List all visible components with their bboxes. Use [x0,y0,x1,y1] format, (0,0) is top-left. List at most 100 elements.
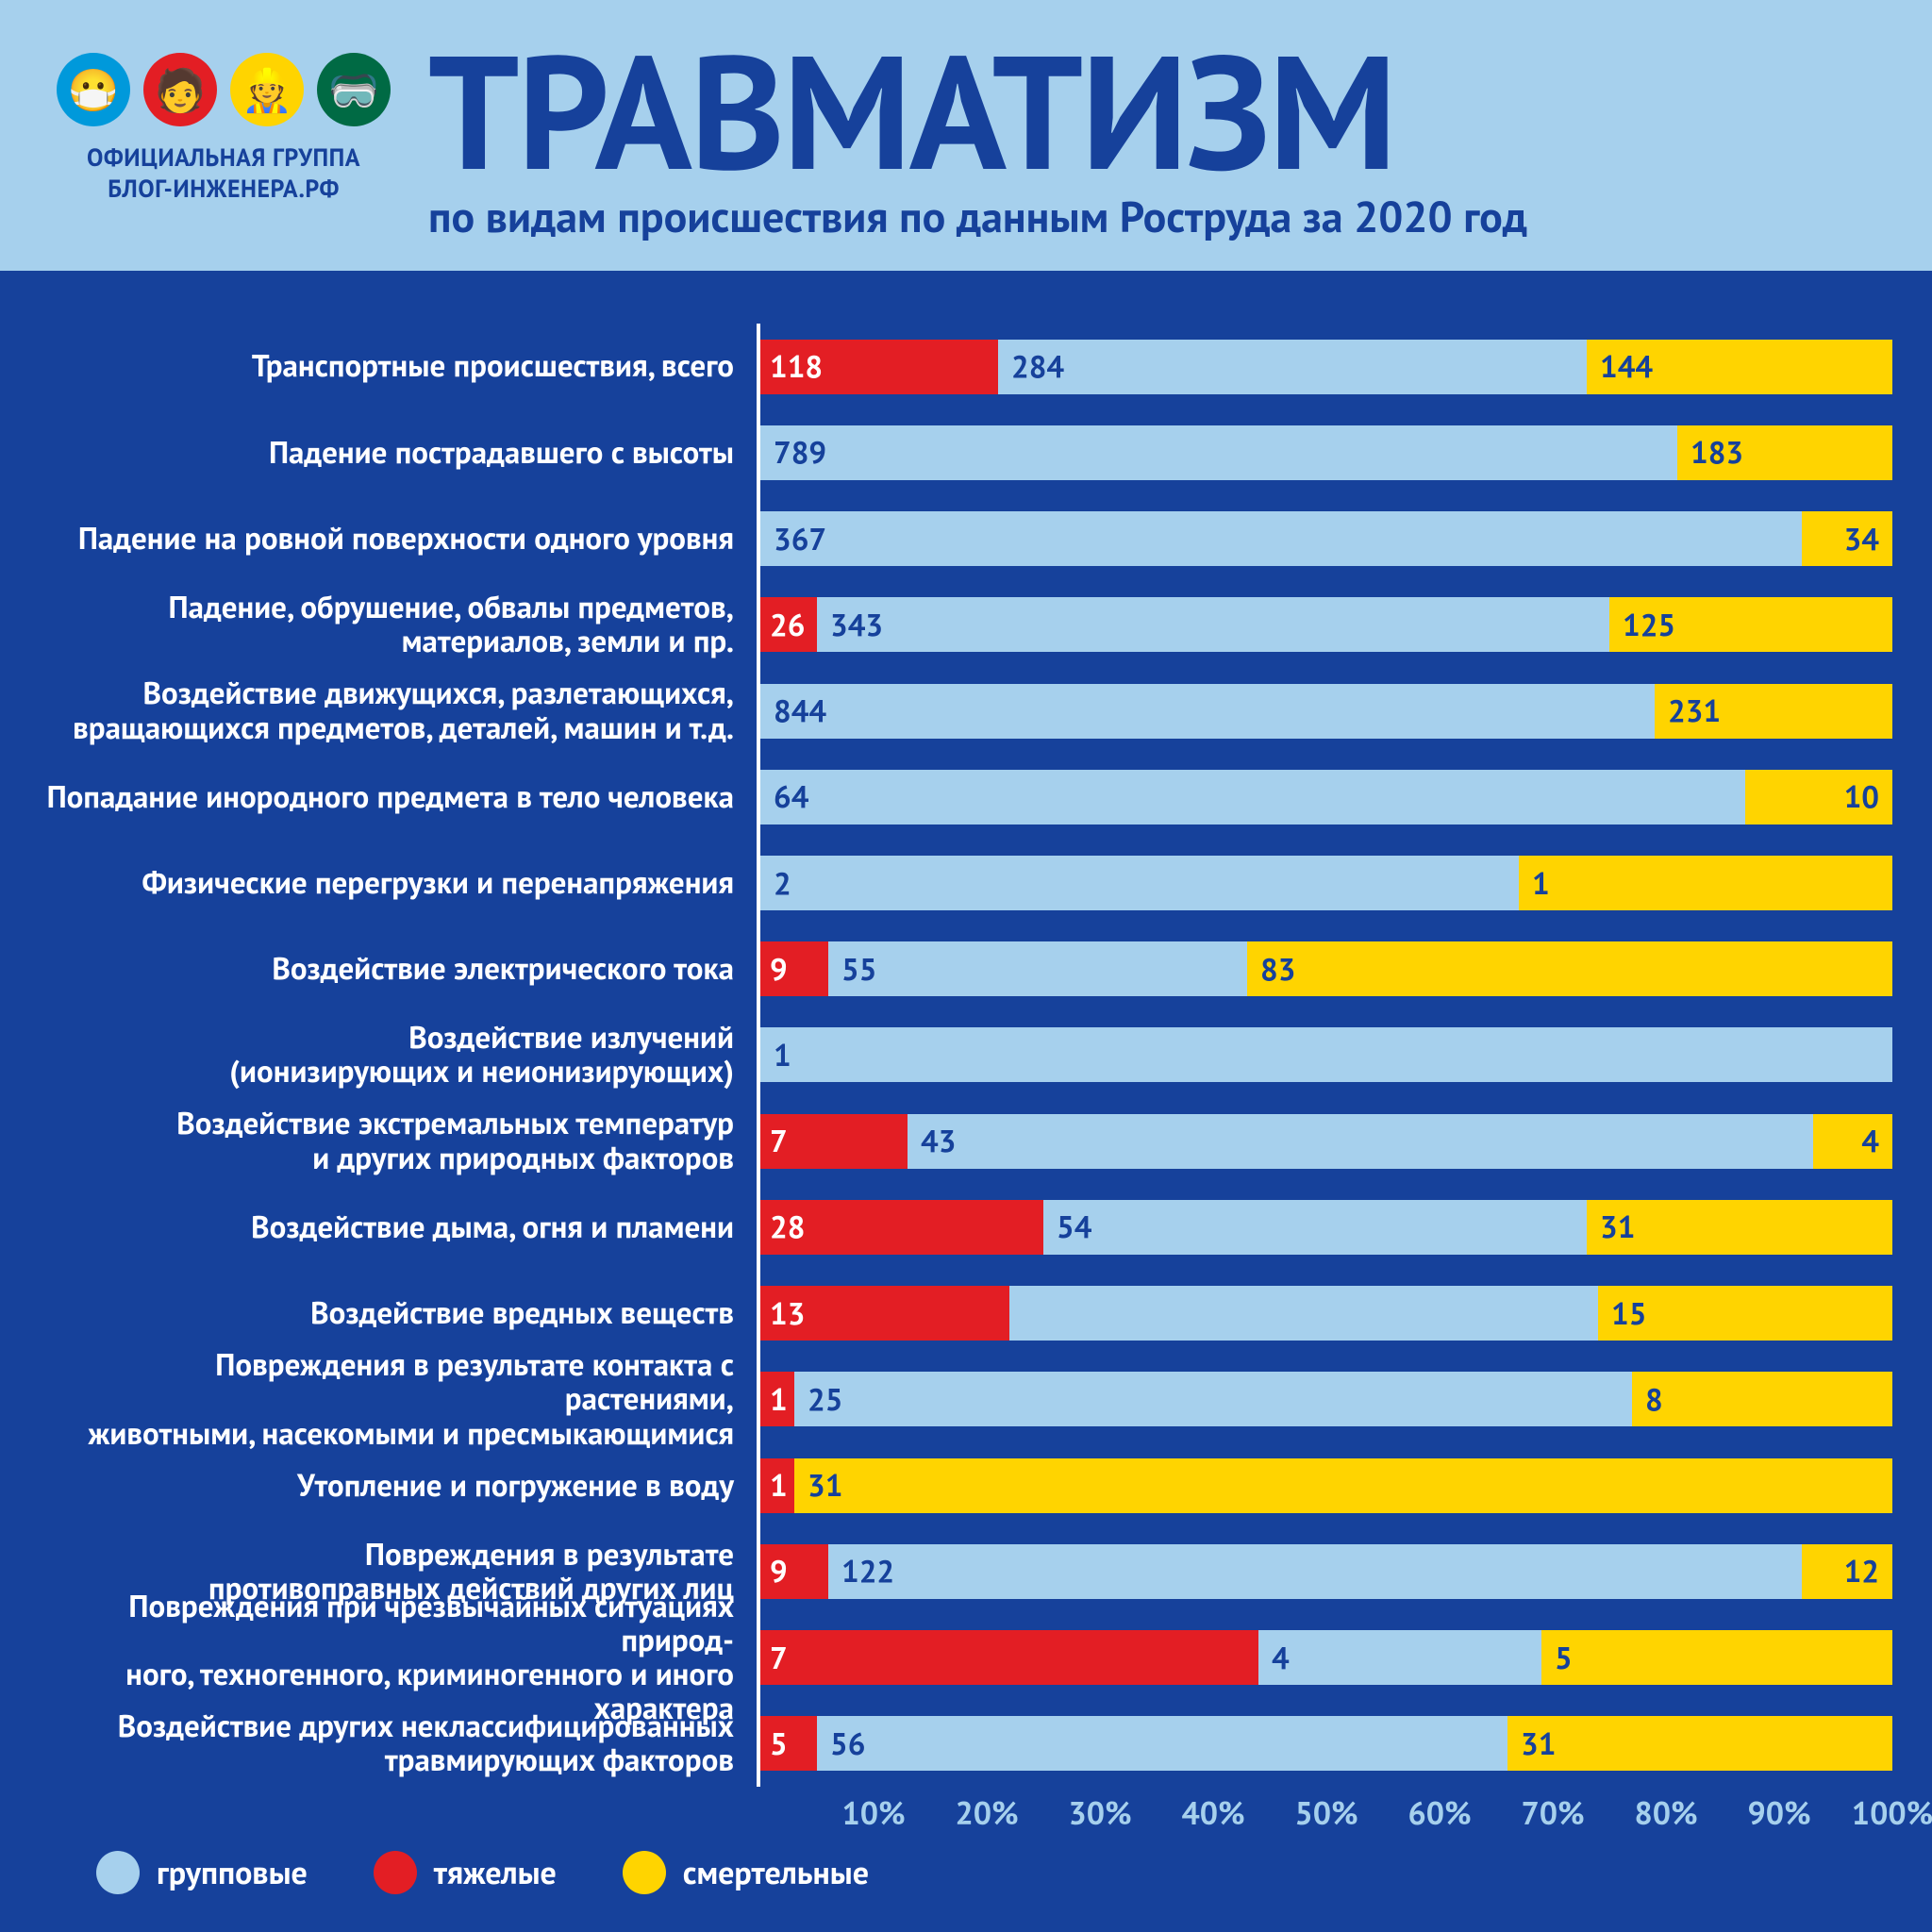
bar-segment-red: 9 [760,941,828,996]
row-label: Падение, обрушение, обвалы предметов,мат… [40,591,757,659]
legend-swatch [623,1851,666,1894]
row-label: Воздействие дыма, огня и пламени [40,1210,757,1244]
row-label-wrap: Повреждения в результате контакта с раст… [40,1357,757,1442]
title-block: ТРАВМАТИЗМ по видам происшествия по данн… [428,38,1875,244]
x-axis: 10%20%30%40%50%60%70%80%90%100% [40,1792,1892,1841]
bar-segment-blue: 25 [794,1372,1632,1426]
stacked-bar: 789183 [760,425,1892,480]
row-label-wrap: Падение, обрушение, обвалы предметов,мат… [40,582,757,668]
bar-segment-yellow: 231 [1655,684,1892,739]
bars-column: 1182841447891833673426343125844231641021… [757,324,1892,1787]
bar-segment-yellow: 31 [794,1458,1892,1513]
x-tick: 10% [841,1792,905,1834]
logo-icons-row: 😷🧑👷🥽 [57,53,391,126]
bar-segment-yellow: 34 [1802,511,1892,566]
row-label-wrap: Падение на ровной поверхности одного уро… [40,495,757,581]
bar-segment-blue: 343 [817,597,1609,652]
bar-segment-blue: 56 [817,1716,1507,1771]
bar-segment-yellow: 31 [1587,1200,1892,1255]
bar-segment-red: 9 [760,1544,828,1599]
bar-row: 1258 [760,1357,1892,1442]
logo-block: 😷🧑👷🥽 ОФИЦИАЛЬНАЯ ГРУППАБЛОГ-ИНЖЕНЕРА.РФ [57,38,391,205]
bar-segment-yellow: 83 [1247,941,1892,996]
logo-circle-icon: 🧑 [143,53,217,126]
x-tick: 20% [955,1792,1018,1834]
bar-segment-red: 5 [760,1716,817,1771]
logo-circle-icon: 👷 [230,53,304,126]
bar-row: 55631 [760,1701,1892,1787]
logo-text: ОФИЦИАЛЬНАЯ ГРУППАБЛОГ-ИНЖЕНЕРА.РФ [57,143,391,205]
bar-segment-yellow: 183 [1677,425,1892,480]
row-label: Повреждения в результате контакта с раст… [40,1348,757,1451]
row-label: Воздействие вредных веществ [40,1296,757,1330]
bar-segment-blue: 844 [760,684,1655,739]
stacked-bar: 844231 [760,684,1892,739]
x-tick: 60% [1407,1792,1471,1834]
bar-row: 745 [760,1615,1892,1701]
row-label-wrap: Утопление и погружение в воду [40,1442,757,1528]
stacked-bar: 6410 [760,770,1892,824]
legend-item: тяжелые [374,1851,557,1894]
x-tick: 40% [1181,1792,1244,1834]
bar-segment-yellow: 144 [1587,340,1892,394]
bar-row: 7434 [760,1098,1892,1184]
logo-circle-icon: 😷 [57,53,130,126]
x-tick: 100% [1852,1792,1932,1834]
subtitle: по видам происшествия по данным Роструда… [428,188,1875,244]
header: 😷🧑👷🥽 ОФИЦИАЛЬНАЯ ГРУППАБЛОГ-ИНЖЕНЕРА.РФ … [0,0,1932,271]
bar-segment-red: 7 [760,1114,908,1169]
bar-segment-blue: 2 [760,856,1519,910]
x-axis-ticks: 10%20%30%40%50%60%70%80%90%100% [760,1792,1892,1841]
x-tick: 90% [1747,1792,1810,1834]
stacked-bar: 36734 [760,511,1892,566]
legend-item: смертельные [623,1851,869,1894]
legend-label: тяжелые [434,1852,557,1893]
legend-item: групповые [96,1851,308,1894]
bar-segment-yellow: 10 [1745,770,1892,824]
bar-segment-red: 1 [760,1372,794,1426]
stacked-bar: 285431 [760,1200,1892,1255]
row-label: Воздействие электрического тока [40,952,757,986]
bar-segment-red: 26 [760,597,817,652]
logo-circle-icon: 🥽 [317,53,391,126]
bar-row: 1315 [760,1271,1892,1357]
bar-segment-yellow: 1 [1519,856,1892,910]
bar-segment-yellow: 5 [1541,1630,1892,1685]
bar-segment-yellow: 15 [1598,1286,1892,1341]
bar-segment-blue: 789 [760,425,1677,480]
stacked-bar: 745 [760,1630,1892,1685]
bar-row: 21 [760,840,1892,925]
bar-segment-red: 28 [760,1200,1043,1255]
bar-row: 26343125 [760,582,1892,668]
bar-segment-yellow: 31 [1507,1716,1892,1771]
row-label: Падение пострадавшего с высоты [40,436,757,470]
legend-swatch [96,1851,140,1894]
x-tick: 70% [1521,1792,1584,1834]
row-label-wrap: Воздействие других неклассифицированныхт… [40,1701,757,1787]
row-label-wrap: Воздействие электрического тока [40,926,757,1012]
stacked-bar: 21 [760,856,1892,910]
bar-segment-blue: 367 [760,511,1802,566]
stacked-bar: 1258 [760,1372,1892,1426]
row-label: Транспортные происшествия, всего [40,349,757,383]
bar-segment-yellow: 4 [1813,1114,1892,1169]
row-label-wrap: Падение пострадавшего с высоты [40,409,757,495]
legend-swatch [374,1851,417,1894]
bar-segment-red: 7 [760,1630,1258,1685]
row-label-wrap: Воздействие движущихся, разлетающихся,вр… [40,668,757,754]
row-label: Воздействие других неклассифицированныхт… [40,1709,757,1778]
bar-segment-yellow: 12 [1802,1544,1892,1599]
stacked-bar: 95583 [760,941,1892,996]
row-label: Физические перегрузки и перенапряжения [40,866,757,900]
row-label: Воздействие движущихся, разлетающихся,вр… [40,676,757,745]
bar-row: 6410 [760,754,1892,840]
row-label: Падение на ровной поверхности одного уро… [40,522,757,556]
bar-segment-blue [1009,1286,1598,1341]
stacked-bar: 55631 [760,1716,1892,1771]
stacked-bar: 131 [760,1458,1892,1513]
bar-segment-red: 1 [760,1458,794,1513]
infographic: 😷🧑👷🥽 ОФИЦИАЛЬНАЯ ГРУППАБЛОГ-ИНЖЕНЕРА.РФ … [0,0,1932,1932]
x-tick: 80% [1634,1792,1697,1834]
bar-segment-yellow: 8 [1632,1372,1892,1426]
bar-segment-blue: 4 [1258,1630,1541,1685]
